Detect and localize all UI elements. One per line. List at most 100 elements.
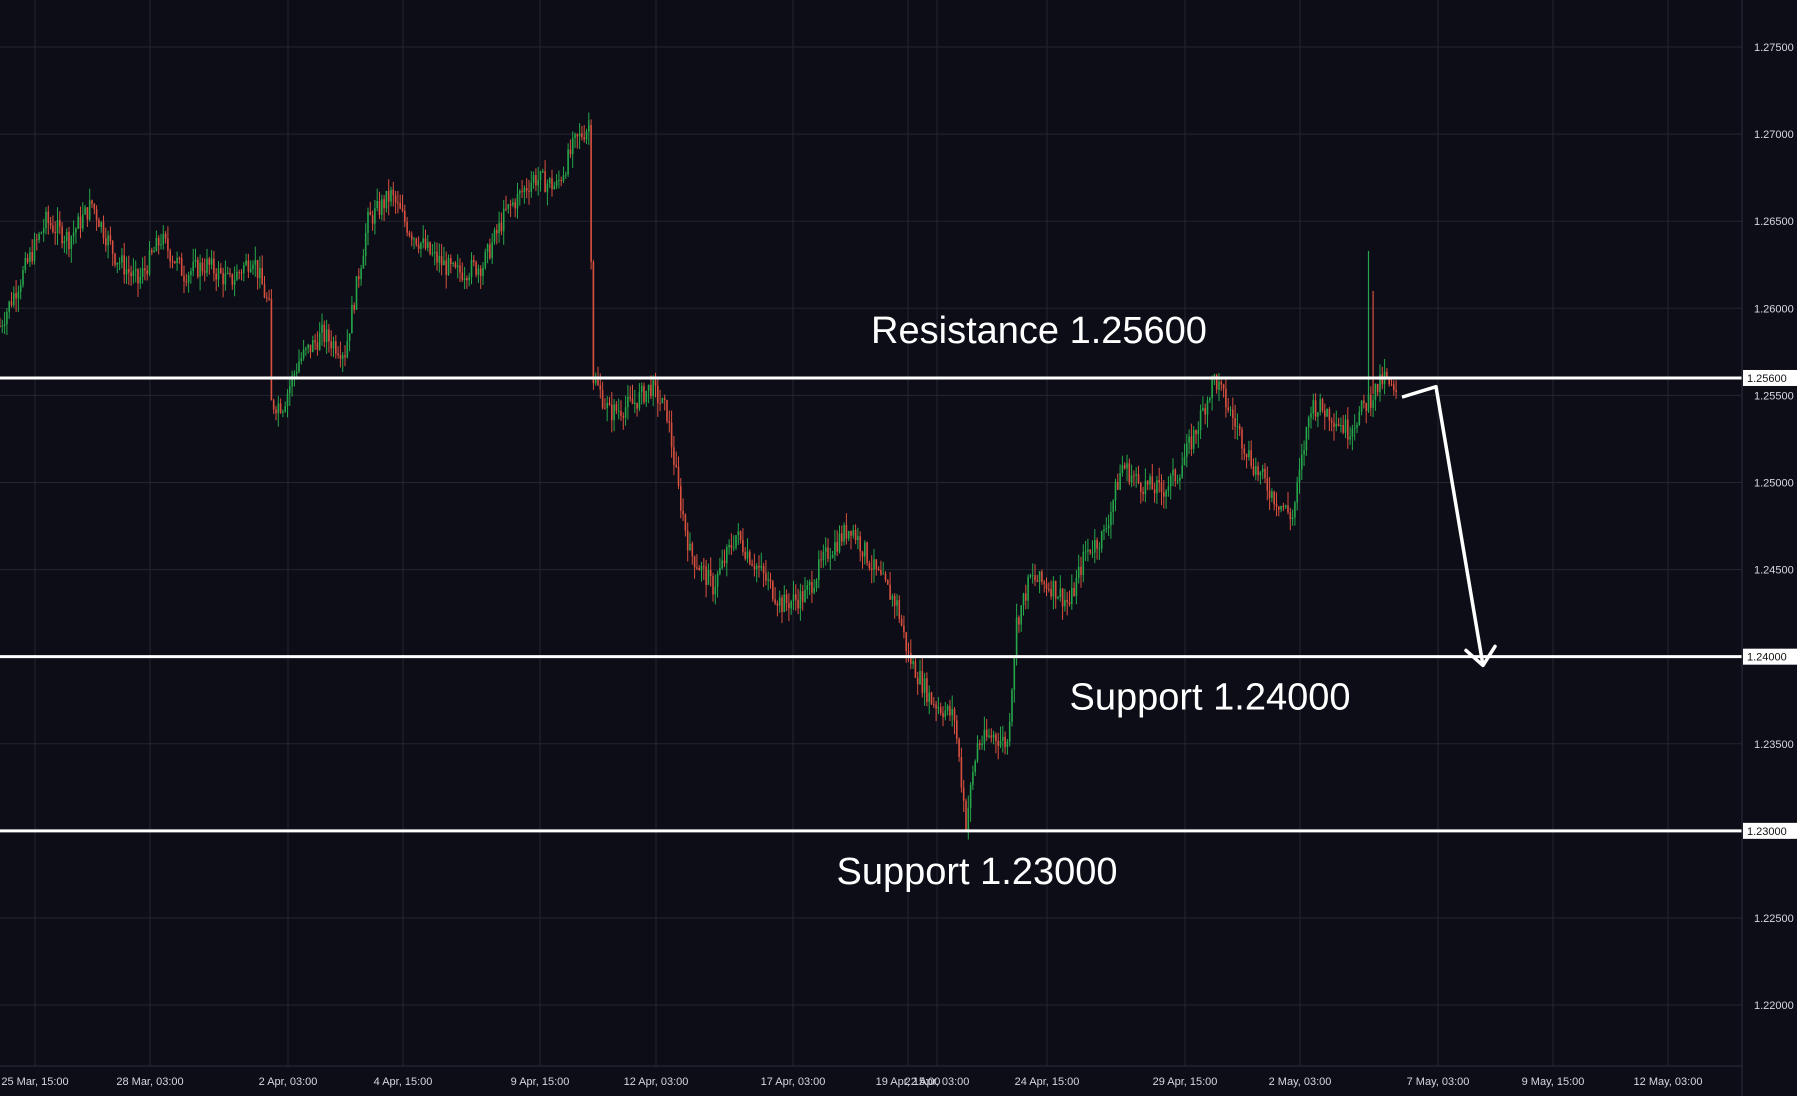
candle-body — [1199, 410, 1202, 431]
candle-body — [1227, 407, 1229, 411]
candle-body — [383, 199, 385, 209]
candle-body — [116, 262, 119, 265]
candle-body — [335, 341, 337, 354]
candle-body — [1245, 453, 1248, 458]
candle-body — [1317, 412, 1319, 417]
candle-body — [1344, 419, 1347, 433]
candle-body — [622, 415, 625, 418]
candle-body — [760, 566, 763, 568]
candle-body — [107, 235, 109, 246]
candle-body — [307, 344, 309, 348]
candle-body — [749, 551, 751, 564]
candle-body — [981, 743, 983, 746]
candle-body — [236, 271, 238, 281]
level-badge — [1743, 369, 1797, 386]
candle-body — [1094, 540, 1096, 553]
candle-body — [332, 341, 335, 349]
candle-body — [629, 396, 631, 399]
candle-body — [26, 258, 29, 263]
candle-body — [847, 530, 850, 539]
candle-body — [705, 566, 707, 585]
candle-body — [1179, 477, 1181, 481]
candle-body — [1080, 566, 1082, 576]
candle-body — [620, 410, 622, 416]
candle-body — [907, 651, 910, 653]
y-axis[interactable]: 1.27500 1.27000 1.26500 1.26000 1.25500 1.250… — [1754, 42, 1794, 1012]
candle-body — [597, 379, 599, 385]
candle-body — [473, 260, 475, 263]
candle-body — [914, 661, 917, 678]
candle-body — [502, 208, 505, 232]
candle-body — [1236, 426, 1239, 428]
candle-body — [532, 175, 535, 183]
candle-body — [864, 542, 866, 557]
candle-body — [958, 738, 960, 758]
candle-body — [544, 171, 546, 193]
x-tick-label: 19 Apr, 15:00 — [876, 1076, 941, 1088]
candle-body — [1002, 736, 1004, 741]
candle-body — [284, 405, 286, 412]
candle-body — [45, 211, 47, 229]
candle-body — [484, 251, 487, 268]
candle-body — [141, 268, 144, 277]
candle-body — [279, 403, 282, 413]
y-tick-label: 1.26500 — [1754, 216, 1794, 228]
candles — [0, 112, 1397, 840]
candle-body — [454, 262, 457, 268]
candle-body — [63, 241, 66, 244]
candle-body — [270, 298, 273, 401]
candle-body — [316, 342, 319, 350]
candle-body — [751, 563, 753, 566]
candle-body — [470, 260, 473, 278]
candle-body — [1008, 721, 1011, 742]
candle-body — [10, 301, 13, 306]
candle-body — [767, 579, 769, 581]
candle-body — [797, 599, 799, 609]
candle-body — [291, 375, 293, 387]
candle-body — [1140, 482, 1142, 492]
candle-body — [240, 272, 243, 274]
candle-body — [171, 261, 174, 263]
candle-body — [1119, 472, 1121, 490]
candle-body — [376, 200, 378, 208]
candle-body — [1020, 605, 1022, 625]
candle-body — [774, 599, 776, 604]
candle-body — [1333, 422, 1335, 427]
level-badges: 1.25600 1.24000 1.23000 — [1743, 369, 1797, 839]
x-tick-label: 22 Apr, 03:00 — [905, 1076, 970, 1088]
candle-body — [877, 568, 880, 570]
candle-body — [1390, 384, 1393, 386]
candle-body — [792, 594, 795, 602]
candle-body — [831, 555, 834, 558]
candle-body — [75, 228, 77, 233]
candle-body — [999, 740, 1002, 746]
candle-body — [220, 268, 222, 273]
candle-body — [293, 373, 296, 376]
candle-body — [1215, 374, 1218, 390]
candle-body — [742, 539, 744, 552]
candle-body — [394, 195, 397, 203]
candle-body — [325, 329, 328, 342]
candle-body — [1252, 465, 1255, 475]
candle-body — [1181, 465, 1183, 478]
candle-body — [972, 772, 974, 785]
candle-body — [565, 174, 567, 176]
candle-body — [1004, 736, 1006, 748]
candle-body — [1057, 597, 1059, 599]
candle-body — [686, 530, 689, 551]
candle-body — [1351, 428, 1354, 437]
candle-body — [682, 510, 684, 515]
x-axis[interactable]: 25 Mar, 15:00 28 Mar, 03:00 2 Apr, 03:00 4 … — [1, 1076, 1702, 1088]
candle-body — [776, 603, 779, 606]
candle-body — [1071, 587, 1073, 605]
candle-body — [1054, 581, 1057, 599]
grid-lines — [0, 0, 1742, 1066]
candle-body — [102, 222, 105, 239]
candle-body — [900, 618, 903, 626]
candle-body — [344, 355, 346, 358]
candle-body — [1335, 423, 1338, 427]
candle-body — [1365, 403, 1367, 412]
candle-body — [498, 222, 500, 234]
level-badge — [1743, 822, 1797, 839]
